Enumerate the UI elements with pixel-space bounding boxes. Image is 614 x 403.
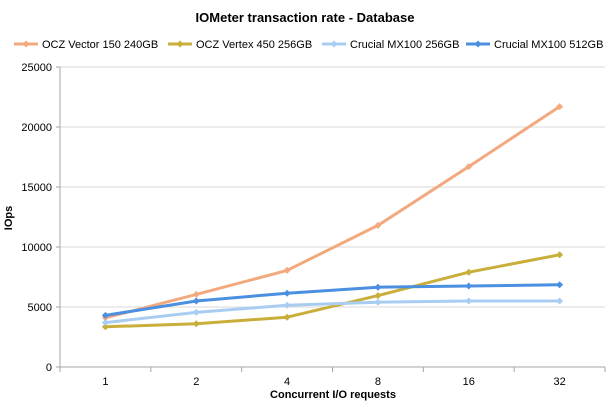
y-tick-label: 15000 [21, 182, 52, 194]
series-line [103, 253, 562, 329]
data-point [101, 323, 109, 331]
legend-label: Crucial MX100 512GB [494, 39, 603, 51]
data-point [374, 298, 382, 306]
x-tick-label: 2 [193, 376, 199, 388]
series-1 [101, 103, 564, 322]
data-point [374, 221, 382, 229]
x-tick-label: 1 [102, 376, 108, 388]
y-tick-label: 0 [46, 362, 52, 374]
data-point [283, 289, 291, 297]
data-point [465, 163, 473, 171]
y-axis-label: IOps [3, 206, 15, 230]
data-point [465, 297, 473, 305]
y-tick-label: 20000 [21, 122, 52, 134]
data-point [465, 268, 473, 276]
data-point [192, 320, 200, 328]
y-tick-label: 25000 [21, 62, 52, 74]
legend: OCZ Vector 150 240GB OCZ Vertex 450 256GB… [14, 39, 603, 51]
y-tick-label: 5000 [28, 302, 52, 314]
legend-swatch-marker [474, 40, 482, 48]
x-tick-labels: 1 2 4 8 16 32 [102, 376, 565, 388]
x-axis-label: Concurrent I/O requests [270, 389, 396, 401]
data-point [556, 281, 564, 289]
data-point [374, 283, 382, 291]
chart-title: IOMeter transaction rate - Database [196, 10, 415, 25]
series-4 [101, 281, 564, 319]
x-tick-label: 8 [375, 376, 381, 388]
x-tick-label: 16 [463, 376, 475, 388]
data-point [556, 251, 564, 259]
data-point [283, 301, 291, 309]
data-point [465, 282, 473, 290]
data-point [556, 297, 564, 305]
legend-label: OCZ Vector 150 240GB [42, 39, 158, 51]
grid [60, 66, 605, 308]
legend-swatch-marker [22, 40, 30, 48]
series-line [103, 299, 562, 325]
legend-label: OCZ Vertex 450 256GB [196, 39, 312, 51]
legend-swatch-marker [176, 40, 184, 48]
data-point [374, 292, 382, 300]
x-tick-label: 32 [553, 376, 565, 388]
data-point [192, 290, 200, 298]
series-line [103, 105, 562, 320]
series-3 [101, 297, 564, 327]
legend-item: OCZ Vector 150 240GB [14, 39, 158, 51]
data-point [192, 308, 200, 316]
legend-item: OCZ Vertex 450 256GB [168, 39, 312, 51]
legend-item: Crucial MX100 256GB [322, 39, 459, 51]
y-tick-label: 10000 [21, 242, 52, 254]
y-tick-labels: 0 5000 10000 15000 20000 25000 [21, 62, 52, 374]
data-point [101, 319, 109, 327]
data-point [192, 297, 200, 305]
data-point [101, 311, 109, 319]
series-lines [101, 103, 564, 331]
legend-label: Crucial MX100 256GB [350, 39, 459, 51]
data-point [556, 103, 564, 111]
series-2 [101, 251, 564, 331]
data-point [283, 266, 291, 274]
data-point [283, 313, 291, 321]
legend-swatch-marker [330, 40, 338, 48]
legend-item: Crucial MX100 512GB [466, 39, 603, 51]
x-tick-label: 4 [284, 376, 290, 388]
series-line [103, 283, 562, 317]
axes [56, 66, 606, 372]
